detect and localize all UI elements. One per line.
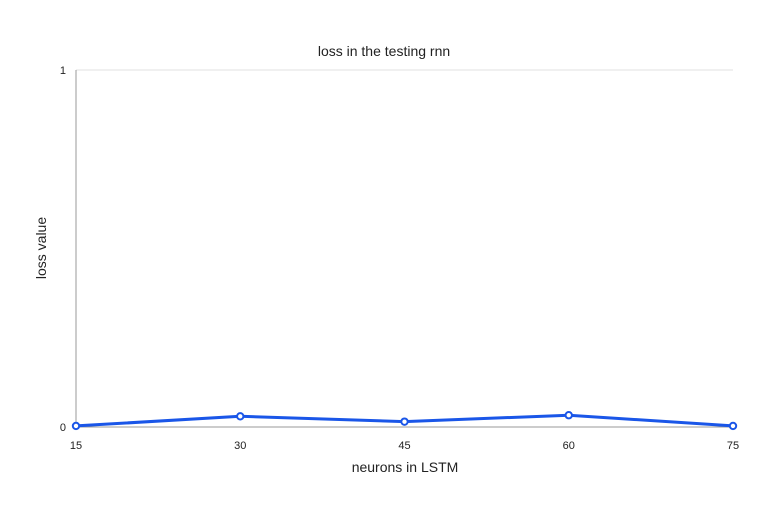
data-point[interactable] bbox=[236, 412, 245, 421]
x-tick-label: 15 bbox=[70, 440, 82, 452]
data-point[interactable] bbox=[564, 411, 573, 420]
x-tick-label: 30 bbox=[234, 440, 246, 452]
x-tick-label: 45 bbox=[398, 440, 410, 452]
data-point[interactable] bbox=[400, 417, 409, 426]
data-point[interactable] bbox=[728, 421, 738, 431]
labels: loss in the testing rnn neurons in LSTM … bbox=[33, 43, 739, 475]
x-tick-label: 60 bbox=[563, 440, 575, 452]
series-layer bbox=[71, 411, 738, 431]
y-tick-label: 1 bbox=[60, 65, 66, 77]
chart-title: loss in the testing rnn bbox=[318, 43, 450, 59]
x-axis-label: neurons in LSTM bbox=[352, 459, 459, 475]
y-axis-label: loss value bbox=[33, 217, 49, 279]
x-tick-label: 75 bbox=[727, 440, 739, 452]
axes bbox=[75, 70, 733, 428]
data-point[interactable] bbox=[71, 421, 81, 431]
y-tick-label: 0 bbox=[60, 422, 66, 434]
